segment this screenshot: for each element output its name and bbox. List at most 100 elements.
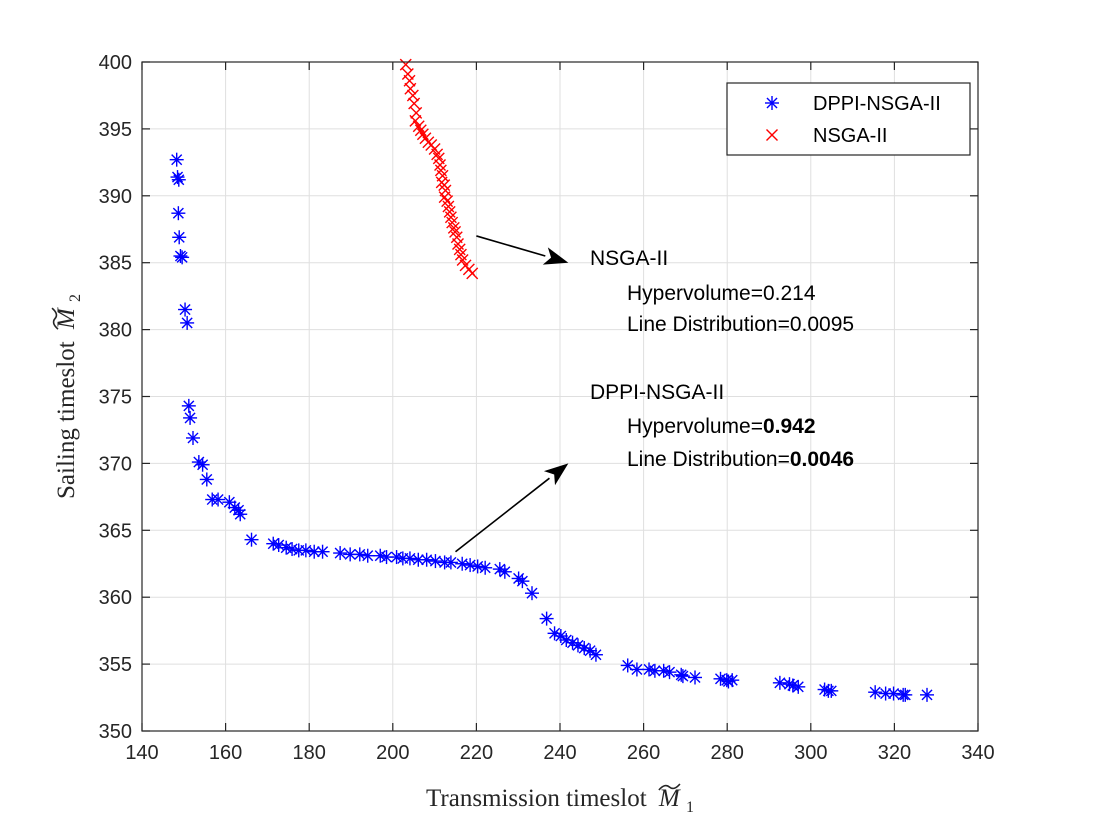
- x-tick-label: 140: [125, 742, 158, 764]
- data-point: [180, 315, 195, 330]
- axis-ticks: 140 160 180 200 220 240 260 280 300 320 340 350 355 3…: [99, 52, 995, 764]
- data-point: [443, 555, 458, 570]
- data-point: [414, 124, 427, 137]
- data-point: [515, 574, 530, 589]
- data-point: [588, 647, 603, 662]
- line-distribution-label: Line Distribution=: [627, 313, 790, 336]
- data-point: [447, 221, 460, 234]
- legend-marker-nsga-ii: [766, 129, 778, 141]
- x-tick-label: 300: [794, 742, 827, 764]
- legend-marker-dppi-nsga-ii: [765, 96, 779, 110]
- data-point: [434, 159, 447, 172]
- annotation-hypervolume-dppi-nsga-ii: Hypervolume=0.942: [627, 415, 816, 438]
- hypervolume-value: 0.214: [763, 282, 816, 305]
- x-tick-label: 200: [376, 742, 409, 764]
- data-point: [195, 457, 210, 472]
- x-tick-label: 160: [209, 742, 242, 764]
- data-point: [360, 548, 375, 563]
- hypervolume-label: Hypervolume=: [627, 415, 763, 438]
- y-axis-label-tilde: [51, 307, 59, 330]
- data-point: [233, 507, 248, 522]
- x-axis-label-subscript: 1: [686, 799, 694, 816]
- data-point: [315, 544, 330, 559]
- legend-label-dppi-nsga-ii: DPPI-NSGA-II: [813, 93, 941, 115]
- data-point: [868, 685, 883, 700]
- data-point: [662, 665, 677, 680]
- data-point: [419, 552, 434, 567]
- y-tick-label: 355: [99, 654, 132, 676]
- legend-x-marker: [766, 129, 778, 141]
- data-point: [577, 641, 592, 656]
- y-tick-label: 360: [99, 587, 132, 609]
- data-point: [511, 571, 526, 586]
- series-dppi-nsga-ii: [169, 152, 935, 702]
- annotation-hypervolume-nsga-ii: Hypervolume=0.214: [627, 282, 816, 305]
- x-axis-label-symbol: M: [658, 785, 681, 812]
- x-axis-label-text: Transmission timeslot: [426, 785, 647, 812]
- y-tick-label: 365: [99, 520, 132, 542]
- x-axis-label: Transmission timeslot M 1: [426, 785, 694, 816]
- data-point: [408, 97, 421, 110]
- annotation-line-distribution-nsga-ii: Line Distribution=0.0095: [627, 313, 854, 336]
- line-distribution-value: 0.0046: [790, 448, 854, 471]
- data-point: [772, 675, 787, 690]
- data-point: [629, 662, 644, 677]
- x-tick-label: 280: [711, 742, 744, 764]
- data-point: [404, 82, 417, 95]
- x-tick-label: 340: [961, 742, 994, 764]
- data-point: [399, 58, 412, 71]
- annotation-dppi-nsga-ii: DPPI-NSGA-II Hypervolume=0.942 Line Dist…: [455, 381, 854, 553]
- data-point: [178, 302, 193, 317]
- data-point: [497, 564, 512, 579]
- data-point: [409, 114, 422, 127]
- y-tick-label: 350: [99, 721, 132, 743]
- annotation-line-distribution-dppi-nsga-ii: Line Distribution=0.0046: [627, 448, 854, 471]
- data-point: [172, 230, 187, 245]
- annotation-nsga-ii: NSGA-II Hypervolume=0.214 Line Distribut…: [476, 235, 854, 336]
- data-point: [181, 398, 196, 413]
- annotation-arrow-nsga-ii: [476, 235, 546, 257]
- line-distribution-label: Line Distribution=: [627, 448, 790, 471]
- y-axis-label-group: Sailing timeslot M 2: [51, 294, 84, 499]
- x-tick-label: 220: [460, 742, 493, 764]
- data-point: [199, 472, 214, 487]
- x-tick-label: 320: [878, 742, 911, 764]
- data-point: [478, 560, 493, 575]
- legend: DPPI-NSGA-II NSGA-II: [726, 82, 971, 156]
- data-point: [412, 120, 425, 133]
- annotation-title-dppi-nsga-ii: DPPI-NSGA-II: [590, 381, 724, 404]
- data-point: [431, 148, 444, 161]
- series-nsga-ii: [399, 58, 479, 280]
- data-point: [175, 250, 190, 265]
- x-tick-label: 180: [293, 742, 326, 764]
- y-tick-label: 385: [99, 253, 132, 275]
- data-point: [524, 586, 539, 601]
- data-point: [725, 673, 740, 688]
- x-tick-label: 260: [627, 742, 660, 764]
- legend-box: [726, 82, 971, 156]
- data-point: [463, 558, 478, 573]
- hypervolume-value: 0.942: [763, 415, 816, 438]
- annotation-title-nsga-ii: NSGA-II: [590, 247, 668, 270]
- hypervolume-label: Hypervolume=: [627, 282, 763, 305]
- data-point: [791, 679, 806, 694]
- data-point: [211, 492, 226, 507]
- data-point: [539, 611, 554, 626]
- data-point: [688, 670, 703, 685]
- annotation-arrowhead-dppi-nsga-ii: [543, 463, 569, 486]
- y-axis-label-subscript: 2: [67, 294, 84, 302]
- y-axis-label-text: Sailing timeslot: [53, 341, 80, 499]
- y-tick-label: 395: [99, 119, 132, 141]
- annotation-arrow-dppi-nsga-ii: [455, 477, 550, 553]
- data-point: [171, 172, 186, 187]
- data-point: [244, 532, 259, 547]
- data-point: [824, 683, 839, 698]
- data-point: [171, 206, 186, 221]
- y-tick-label: 375: [99, 387, 132, 409]
- data-point: [920, 687, 935, 702]
- x-tick-label: 240: [543, 742, 576, 764]
- legend-asterisk-marker: [765, 96, 779, 110]
- annotation-arrowhead-nsga-ii: [542, 247, 569, 265]
- data-point: [333, 546, 348, 561]
- data-point: [401, 68, 414, 81]
